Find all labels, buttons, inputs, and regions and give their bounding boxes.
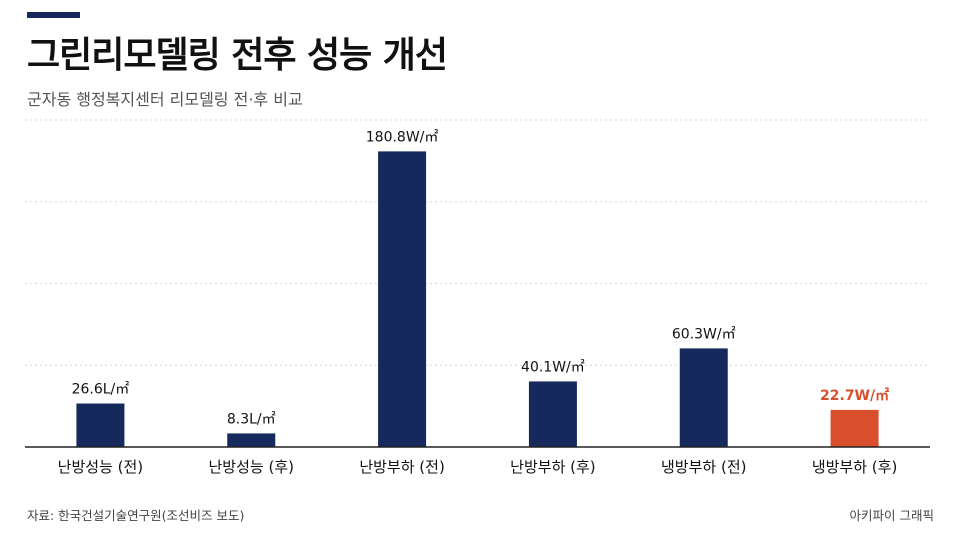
category-label: 난방성능 (후) — [209, 458, 294, 476]
data-label: 22.7W/㎡ — [820, 387, 889, 404]
data-label: 26.6L/㎡ — [72, 382, 130, 398]
data-label: 8.3L/㎡ — [227, 411, 276, 427]
data-label: 60.3W/㎡ — [672, 326, 736, 342]
bar — [378, 151, 427, 447]
bar — [76, 403, 125, 447]
category-label: 냉방부하 (후) — [812, 458, 897, 476]
category-label: 냉방부하 (전) — [661, 458, 746, 476]
graphic-credit: 아키파이 그래픽 — [849, 508, 934, 523]
category-label: 난방성능 (전) — [58, 458, 143, 476]
data-label: 40.1W/㎡ — [521, 359, 585, 375]
page-title: 그린리모델링 전후 성능 개선 — [27, 35, 448, 76]
category-label: 난방부하 (전) — [359, 458, 444, 476]
category-label: 난방부하 (후) — [510, 458, 595, 476]
bar — [830, 409, 879, 447]
title-accent-bar — [27, 12, 80, 18]
page-subtitle: 군자동 행정복지센터 리모델링 전·후 비교 — [27, 90, 303, 109]
source-note: 자료: 한국건설기술연구원(조선비즈 보도) — [27, 508, 245, 523]
bar-chart: 26.6L/㎡ 난방성능 (전) 8.3L/㎡ 난방성능 (후) 180.8W/㎡ 난방부… — [25, 119, 930, 476]
bar — [227, 433, 276, 447]
data-label: 180.8W/㎡ — [366, 129, 439, 145]
bar — [679, 348, 728, 447]
bar — [528, 381, 577, 447]
